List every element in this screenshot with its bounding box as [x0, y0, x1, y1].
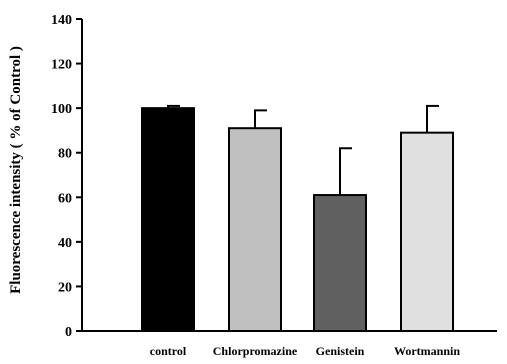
x-tick-label: control [150, 344, 187, 358]
bar [141, 107, 195, 333]
y-tick-label: 140 [51, 13, 72, 28]
x-tick-label: Genistein [316, 344, 365, 358]
bar [400, 131, 454, 332]
error-bars [167, 104, 439, 196]
x-tick-labels: control Chlorpromazine Genistein Wortmannin [150, 344, 461, 358]
y-tick-label: 100 [51, 102, 72, 117]
x-tick-label: Chlorpromazine [213, 344, 298, 358]
bar [313, 194, 367, 332]
y-tick-label: 80 [58, 147, 72, 162]
y-tick-label: 60 [58, 191, 72, 206]
y-tick-label: 20 [58, 280, 72, 295]
bars [141, 107, 454, 333]
y-axis-label: Fluorescence intensity ( % of Control ) [8, 46, 24, 294]
x-tick-label: Wortmannin [394, 344, 460, 358]
y-tick-label: 0 [65, 325, 72, 340]
y-tick-label: 40 [58, 236, 72, 251]
y-ticks: 0 20 40 60 80 100 120 140 [51, 13, 82, 340]
y-tick-label: 120 [51, 58, 72, 73]
bar [228, 127, 282, 332]
